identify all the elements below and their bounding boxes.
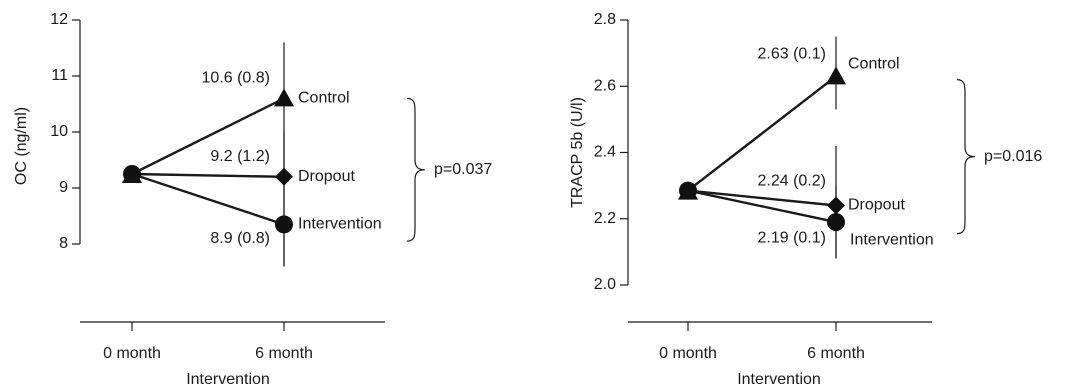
baseline-triangle-marker <box>122 165 142 183</box>
y-tick-label: 8 <box>59 235 68 252</box>
y-axis-title: TRACP 5b (U/l) <box>569 97 586 208</box>
intervention-series-label: Intervention <box>298 216 382 233</box>
x-axis-title: Intervention <box>186 371 270 388</box>
intervention-value-annotation: 2.19 (0.1) <box>758 229 826 246</box>
y-tick-label: 2.0 <box>594 276 616 293</box>
y-tick-label: 2.8 <box>594 11 616 28</box>
series-line-intervention <box>687 189 837 224</box>
series-line-control <box>131 97 285 176</box>
dropout-6month-marker <box>275 167 293 186</box>
series-line-intervention <box>131 172 285 226</box>
x-tick-label: 0 month <box>659 345 717 362</box>
tracp-chart-panel: 2.0 2.2 2.4 2.6 2.8 TRACP 5b (U/l) 0 month 6 mo… <box>569 11 1042 388</box>
intervention-6month-marker <box>827 213 845 232</box>
series-line-dropout <box>687 189 837 207</box>
y-tick-label: 2.6 <box>594 77 616 94</box>
significance-brace <box>956 79 976 235</box>
y-tick-label: 12 <box>50 11 68 28</box>
dropout-value-annotation: 9.2 (1.2) <box>210 148 270 165</box>
baseline-triangle-marker <box>678 181 698 200</box>
dropout-6month-marker <box>827 196 845 215</box>
x-tick-label: 6 month <box>255 345 313 362</box>
y-tick-label: 11 <box>51 67 68 84</box>
control-6month-marker <box>826 66 846 85</box>
intervention-6month-marker <box>275 215 293 234</box>
control-series-label: Control <box>848 56 900 73</box>
oc-chart-panel: 8 9 10 11 12 OC (ng/ml) 0 month 6 month Interven… <box>13 11 492 388</box>
x-tick-label: 0 month <box>103 345 161 362</box>
p-value-label: p=0.016 <box>984 148 1042 165</box>
dropout-series-label: Dropout <box>848 197 905 214</box>
y-tick-label: 10 <box>50 123 68 140</box>
control-value-annotation: 10.6 (0.8) <box>202 69 270 86</box>
y-tick-label: 2.2 <box>594 210 616 227</box>
dropout-value-annotation: 2.24 (0.2) <box>758 173 826 190</box>
control-value-annotation: 2.63 (0.1) <box>758 45 826 62</box>
control-6month-marker <box>274 88 294 107</box>
p-value-label: p=0.037 <box>434 161 492 178</box>
y-tick-label: 2.4 <box>594 144 616 161</box>
control-series-label: Control <box>298 90 350 107</box>
significance-brace <box>406 97 426 242</box>
series-line-control <box>687 75 837 192</box>
series-line-dropout <box>131 172 285 178</box>
intervention-series-label: Intervention <box>850 231 934 248</box>
x-axis-title: Intervention <box>737 371 821 388</box>
y-axis-title: OC (ng/ml) <box>13 107 30 185</box>
y-tick-label: 9 <box>59 179 68 196</box>
intervention-value-annotation: 8.9 (0.8) <box>210 230 270 247</box>
x-tick-label: 6 month <box>807 345 865 362</box>
dropout-series-label: Dropout <box>298 168 355 185</box>
